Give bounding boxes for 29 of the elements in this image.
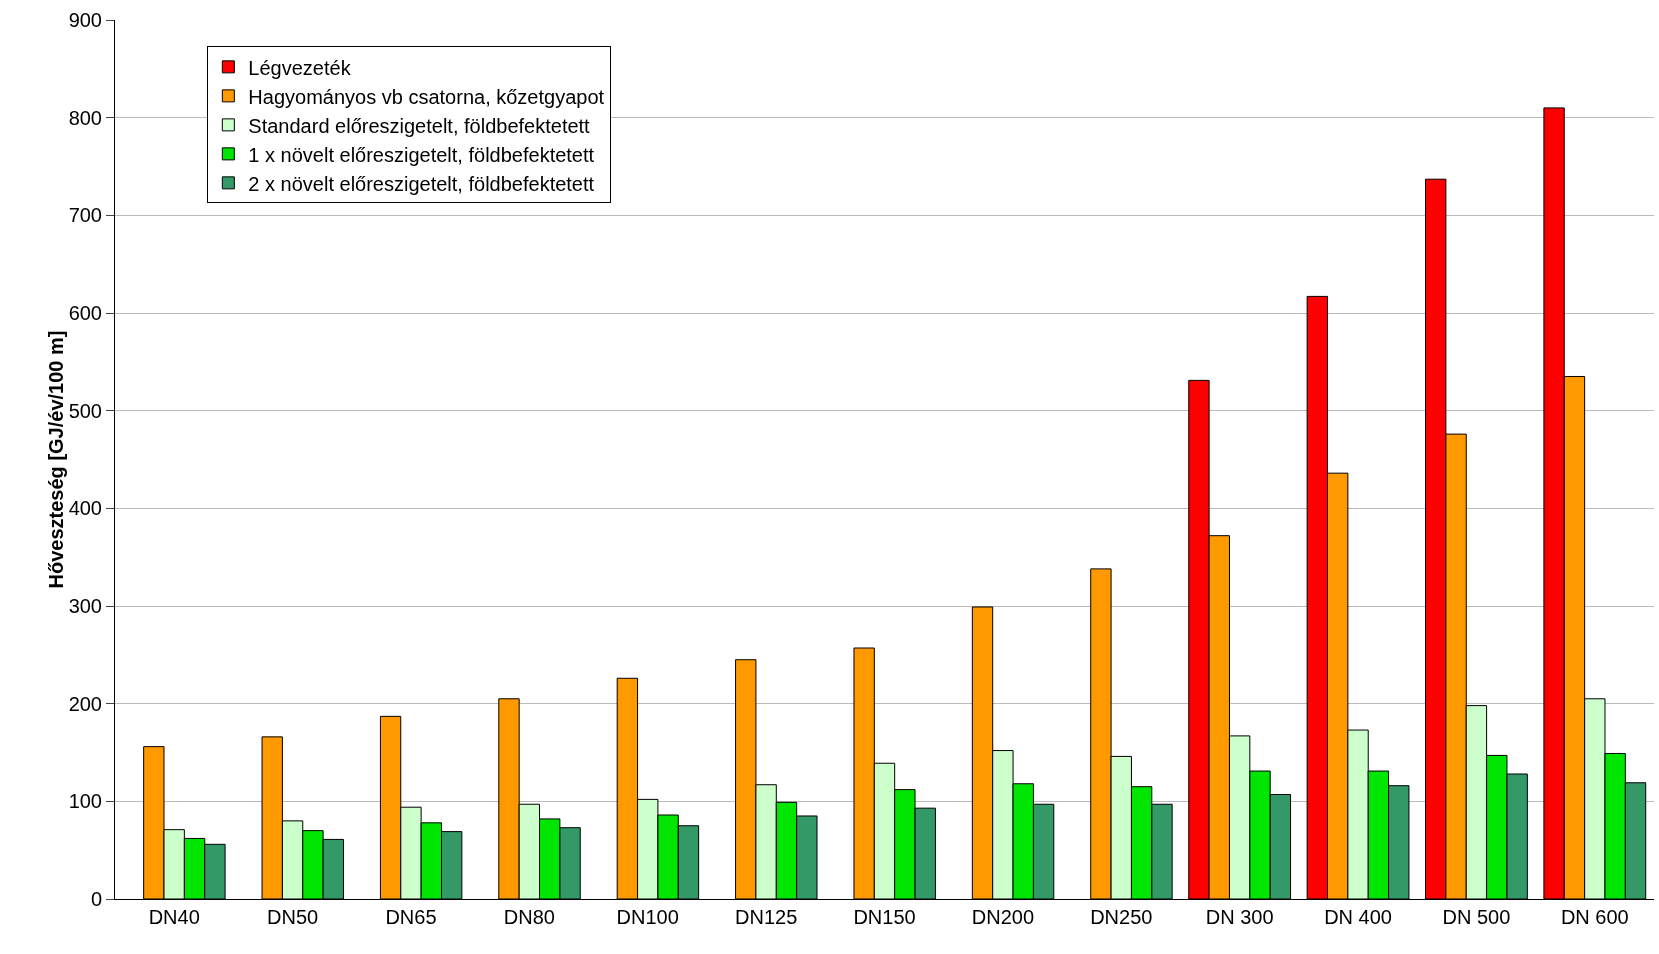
legend-label: Standard előreszigetelt, földbefektetett — [248, 114, 591, 137]
x-tick-label: DN50 — [267, 906, 319, 928]
x-tick-label: DN 400 — [1324, 906, 1392, 928]
legend-label: Légvezeték — [248, 56, 352, 79]
x-tick-label: DN200 — [971, 906, 1035, 928]
y-tick-label: 300 — [68, 595, 102, 617]
x-tick-label: DN250 — [1090, 906, 1153, 928]
x-tick-label: DN 600 — [1560, 906, 1629, 928]
legend-label: 1 x növelt előreszigetelt, földbefektetett — [248, 143, 595, 166]
y-tick-label: 0 — [90, 888, 102, 910]
legend-label: Hagyományos vb csatorna, kőzetgyapot — [248, 85, 605, 108]
y-axis-title: Hőveszteség [GJ/év/100 m] — [44, 330, 67, 589]
y-tick-label: 800 — [68, 106, 102, 129]
x-tick-label: DN80 — [503, 906, 555, 928]
legend-label: 2 x növelt előreszigetelt, földbefektetett — [248, 172, 595, 195]
x-tick-label: DN65 — [385, 906, 437, 928]
y-tick-label: 100 — [68, 790, 102, 813]
x-tick-label: DN 300 — [1205, 906, 1274, 928]
y-tick-label: 600 — [68, 302, 102, 324]
x-tick-label: DN150 — [853, 906, 916, 928]
y-tick-label: 500 — [68, 399, 102, 422]
x-tick-label: DN40 — [148, 906, 200, 928]
y-tick-label: 700 — [68, 204, 102, 227]
y-tick-label: 900 — [68, 9, 102, 31]
x-tick-label: DN125 — [734, 906, 798, 928]
x-tick-label: DN 500 — [1442, 906, 1511, 928]
y-tick-label: 400 — [68, 497, 102, 520]
y-tick-label: 200 — [68, 692, 102, 715]
x-tick-label: DN100 — [616, 906, 679, 928]
